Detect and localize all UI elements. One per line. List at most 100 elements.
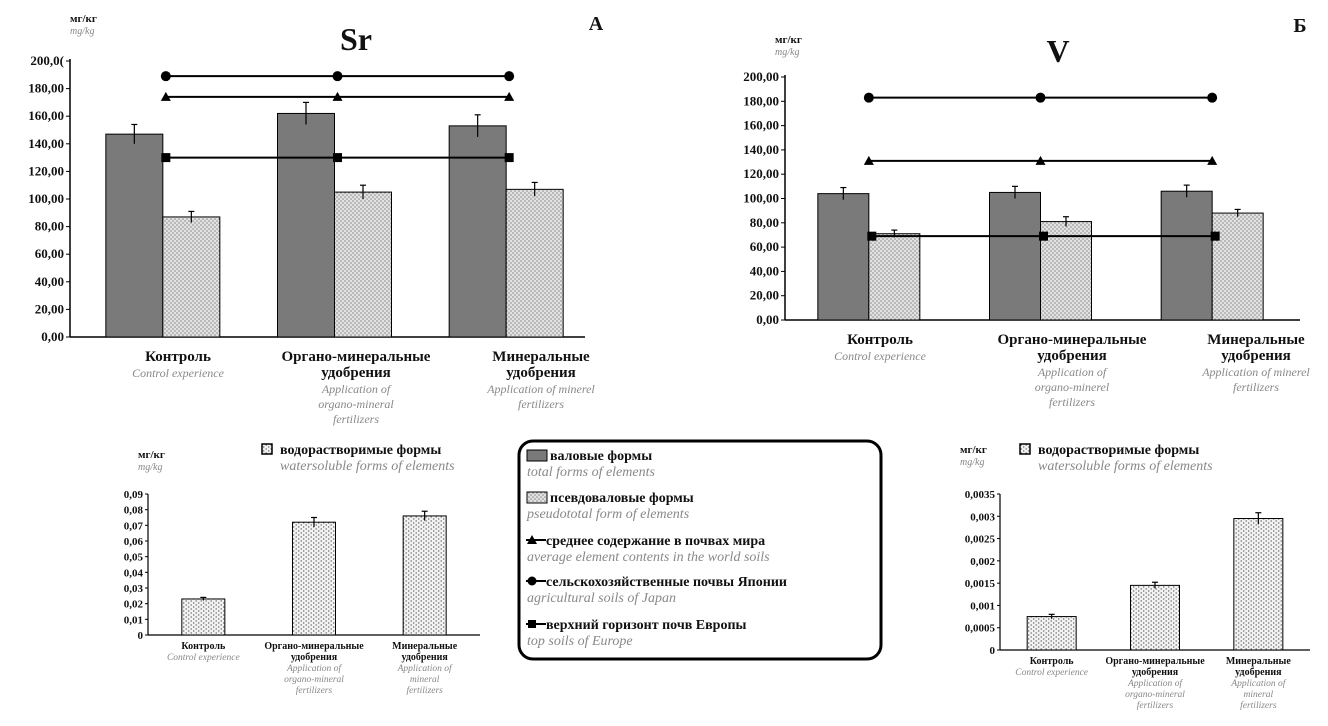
category-label: Минеральные (1207, 332, 1305, 348)
y-tick-label: 180,00 (28, 81, 64, 96)
legend-swatch-water (1019, 443, 1031, 455)
category-label: Органо-минеральные (282, 349, 431, 365)
marker-europe (161, 153, 171, 163)
chart-v-main: 0,00 20,00 40,00 60,00 80,00 100,00 120,00 140,… (743, 15, 1310, 409)
category-label-en: organo-mineral (1125, 690, 1185, 700)
category-label-en: organo-mineral (318, 397, 394, 411)
y-tick-label: 0,0005 (965, 623, 996, 635)
bar-total (817, 193, 870, 321)
category-label-en: Application of (1230, 678, 1286, 689)
legend-label-pseudo-en: pseudototal form of elements (526, 507, 690, 522)
category-label: удобрения (1235, 667, 1282, 678)
legend-label-europe-en: top soils of Europe (527, 634, 633, 649)
y-tick-label: 0,03 (124, 583, 144, 595)
marker-japan (1207, 92, 1218, 103)
category-label: Контроль (181, 641, 226, 652)
category-label-en: fertilizers (1233, 380, 1279, 394)
y-tick-label: 0,0025 (965, 534, 996, 546)
marker-japan (504, 71, 515, 82)
legend-swatch-total (526, 449, 548, 462)
charts: 0,0020,0040,0060,0080,00100,00120,00140,… (28, 13, 1310, 711)
legend-swatch-pseudo (526, 491, 548, 504)
legend-label-world-en: average element contents in the world so… (527, 550, 770, 565)
marker-world (1207, 155, 1218, 165)
chart-v-water: 0 0,0005 0,001 0,0015 0,002 0,0025 0,003 0,0035… (960, 443, 1310, 711)
y-tick-label: 0,05 (124, 552, 144, 564)
bar-total (105, 133, 164, 338)
category-label-en: Application of (397, 663, 453, 674)
category-label-en: mineral (1244, 690, 1274, 700)
marker-world (160, 91, 171, 101)
chart-sr-main: 0,00 20,00 40,00 60,00 80,00 100,00 120,00 140,… (28, 13, 604, 426)
y-tick-label: 160,00 (743, 118, 779, 133)
y-tick-label: 0,002 (970, 556, 995, 568)
category-label-en: Control experience (132, 366, 225, 380)
category-label: Органо-минеральные (264, 641, 364, 652)
bar-pseudo (334, 191, 392, 338)
y-tick-label: 40,00 (35, 274, 64, 289)
legend-label-water: водорастворимые формы (280, 443, 441, 458)
marker-japan (160, 71, 171, 82)
bar-water (181, 598, 226, 636)
chart-title: Sr (340, 21, 372, 57)
category-label: Минеральные (392, 641, 458, 652)
unit-label: мг/кг (138, 449, 165, 461)
category-label-en: organo-mineral (284, 675, 344, 685)
legend: валовые формы total forms of elements пс… (517, 439, 883, 661)
category-label: удобрения (291, 652, 338, 663)
category-label-en: Application of (1037, 365, 1108, 379)
y-tick-label: 120,00 (28, 163, 64, 178)
unit-label: мг/кг (70, 13, 97, 25)
category-label-en: Application of (1127, 678, 1183, 689)
marker-world (504, 91, 515, 101)
category-label: удобрения (1221, 348, 1291, 364)
marker-world (332, 91, 343, 101)
panel-letter: А (589, 13, 604, 35)
bar-water (1026, 616, 1077, 651)
y-tick-label: 0,00 (41, 329, 64, 344)
bar-pseudo (868, 233, 921, 321)
marker-japan (1035, 92, 1046, 103)
bar-water (1233, 518, 1284, 651)
legend-label-total: валовые формы (550, 449, 652, 464)
category-label-en: fertilizers (1240, 700, 1277, 711)
y-tick-label: 80,00 (750, 215, 779, 230)
category-label: Минеральные (492, 349, 590, 365)
bar-total (448, 125, 507, 338)
category-label-en: fertilizers (1049, 395, 1095, 409)
category-label: удобрения (506, 365, 576, 381)
category-label: удобрения (401, 652, 448, 663)
legend-label-water-en: watersoluble forms of elements (1038, 459, 1213, 474)
category-label-en: Control experience (834, 349, 927, 363)
category-label-en: mineral (410, 675, 440, 685)
y-tick-label: 40,00 (750, 263, 779, 278)
bar-water (292, 521, 336, 636)
marker-europe (1039, 231, 1048, 241)
marker-europe (504, 153, 514, 163)
y-tick-label: 200,0( (30, 53, 64, 68)
y-tick-label: 0,04 (124, 567, 144, 579)
category-label-en: fertilizers (518, 397, 564, 411)
unit-label: мг/кг (775, 34, 802, 46)
category-label-en: fertilizers (406, 685, 443, 696)
y-tick-label: 120,00 (743, 166, 779, 181)
unit-label-en: mg/kg (960, 457, 984, 468)
y-tick-label: 0,0035 (965, 489, 996, 501)
marker-japan (332, 71, 343, 82)
bar-pseudo (1211, 212, 1264, 321)
category-label-en: Application of minerel (1201, 365, 1310, 379)
category-label: Минеральные (1226, 656, 1292, 667)
y-tick-label: 60,00 (750, 239, 779, 254)
y-tick-label: 140,00 (743, 142, 779, 157)
legend-label-japan: сельскохозяйственные почвы Японии (546, 575, 787, 590)
category-label-en: Application of (286, 663, 342, 674)
marker-europe (867, 231, 877, 241)
panel-letter: Б (1293, 15, 1306, 37)
bar-pseudo (1040, 221, 1092, 321)
marker-world (1035, 155, 1046, 165)
y-tick-label: 0,01 (124, 614, 143, 626)
chart-sr-water: 0 0,01 0,02 0,03 0,04 0,05 0,06 0,07 0,08 0,09 Кон… (124, 443, 480, 696)
y-tick-label: 20,00 (35, 301, 64, 316)
y-tick-label: 160,00 (28, 108, 64, 123)
category-label: удобрения (321, 365, 391, 381)
